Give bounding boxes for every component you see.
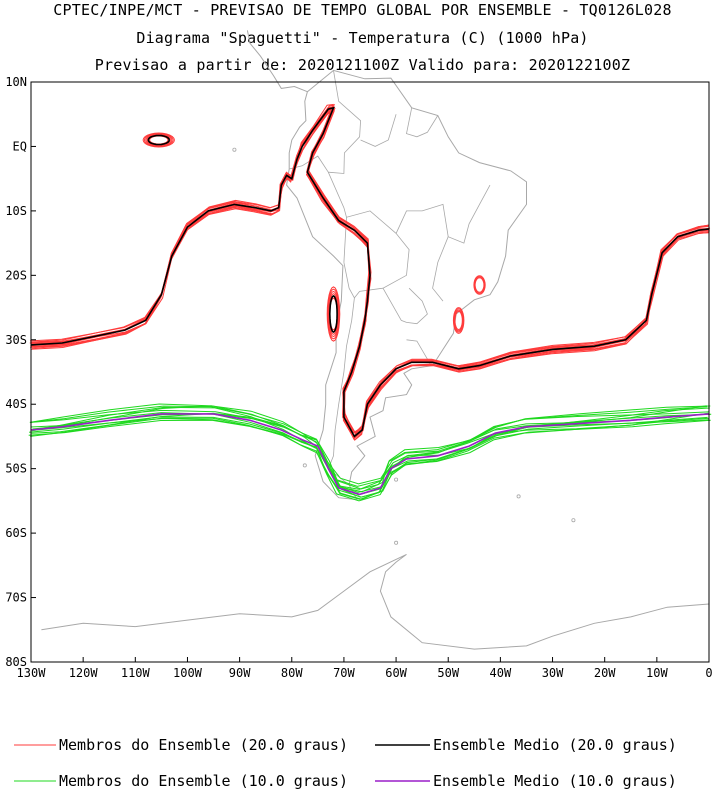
island-outline bbox=[516, 494, 521, 499]
central-america-coastline bbox=[246, 30, 308, 93]
island-outline bbox=[571, 518, 576, 523]
antarctica-coastline bbox=[41, 553, 710, 650]
lon-tick-label: 100W bbox=[173, 666, 203, 680]
ensemble-member-20-contour bbox=[30, 107, 710, 440]
ensemble-member-20-cell bbox=[142, 132, 175, 148]
country-border bbox=[432, 236, 449, 302]
ensemble-member-20-contour bbox=[30, 108, 711, 437]
ensemble-member-10-contour bbox=[30, 413, 707, 496]
country-border bbox=[328, 70, 362, 174]
lat-tick-label: 10S bbox=[5, 204, 27, 218]
ensemble-means bbox=[30, 106, 710, 496]
island-outline bbox=[232, 147, 237, 152]
ensemble-member-10-contour bbox=[32, 405, 707, 493]
ensemble-mean-10-contour bbox=[30, 413, 710, 496]
lon-tick-label: 50W bbox=[437, 666, 459, 680]
lon-tick-label: 40W bbox=[490, 666, 512, 680]
country-border bbox=[395, 184, 491, 244]
coastlines bbox=[41, 30, 710, 650]
legend-label-mean-20: Ensemble Medio (20.0 graus) bbox=[433, 736, 677, 754]
ensemble-member-20-cell bbox=[473, 276, 486, 294]
lon-tick-label: 20W bbox=[594, 666, 616, 680]
lat-tick-label: 30S bbox=[5, 333, 27, 347]
lat-tick-label: 40S bbox=[5, 397, 27, 411]
ensemble-member-10-contour bbox=[29, 416, 708, 498]
country-border bbox=[343, 210, 410, 299]
forecast-validity: Previsao a partir de: 2020121100Z Valido… bbox=[94, 56, 631, 74]
chart-title: CPTEC/INPE/MCT - PREVISAO DE TEMPO GLOBA… bbox=[53, 1, 672, 19]
ensemble-mean-20-cell bbox=[147, 134, 171, 146]
south-america-coastline bbox=[286, 69, 527, 501]
ensemble-mean-20-contour bbox=[30, 106, 710, 438]
lat-tick-label: 60S bbox=[5, 526, 27, 540]
lon-tick-label: 120W bbox=[69, 666, 99, 680]
island-outline bbox=[302, 463, 307, 468]
country-border bbox=[289, 155, 347, 218]
lon-tick-label: 70W bbox=[333, 666, 355, 680]
ensemble-member-20-cell bbox=[143, 133, 174, 147]
country-border bbox=[406, 339, 431, 364]
legend: Membros do Ensemble (20.0 graus) Ensembl… bbox=[14, 736, 677, 790]
ensemble-member-10-contour bbox=[30, 417, 710, 500]
lon-tick-label: 30W bbox=[542, 666, 564, 680]
ensemble-member-20-cell bbox=[452, 307, 465, 334]
island-outline bbox=[394, 477, 399, 482]
lon-tick-label: 0 bbox=[705, 666, 712, 680]
lon-tick-label: 10W bbox=[646, 666, 668, 680]
ensemble-mean-20-cell bbox=[328, 295, 338, 333]
country-border bbox=[382, 287, 428, 325]
lat-tick-label: 80S bbox=[5, 655, 27, 669]
legend-label-members-10: Membros do Ensemble (10.0 graus) bbox=[59, 772, 348, 790]
lon-tick-label: 60W bbox=[385, 666, 407, 680]
country-border bbox=[406, 107, 439, 138]
lat-tick-label: EQ bbox=[13, 139, 27, 153]
ensemble-member-10-contour bbox=[31, 403, 711, 485]
ensemble-member-20-contour bbox=[30, 106, 709, 434]
ensemble-member-20-cell bbox=[474, 277, 485, 293]
lat-tick-label: 20S bbox=[5, 268, 27, 282]
lon-tick-label: 130W bbox=[17, 666, 47, 680]
ensemble-member-20-cell bbox=[453, 308, 464, 333]
country-border bbox=[327, 297, 355, 486]
ensemble-member-20-cell bbox=[453, 309, 464, 332]
lon-tick-label: 110W bbox=[121, 666, 151, 680]
ensemble-member-20-cell bbox=[327, 288, 340, 340]
ensemble-member-20-cell bbox=[473, 275, 486, 295]
ensemble-member-20-contour bbox=[31, 110, 710, 441]
ensemble-member-20-cell bbox=[145, 133, 173, 147]
country-border bbox=[360, 114, 397, 147]
legend-label-members-20: Membros do Ensemble (20.0 graus) bbox=[59, 736, 348, 754]
lat-tick-label: 10N bbox=[5, 75, 27, 89]
island-outline bbox=[394, 540, 399, 545]
lon-tick-label: 80W bbox=[281, 666, 303, 680]
map-frame bbox=[30, 81, 710, 663]
legend-label-mean-10: Ensemble Medio (10.0 graus) bbox=[433, 772, 677, 790]
ensemble-member-20-cell bbox=[326, 286, 341, 342]
lon-tick-label: 90W bbox=[229, 666, 251, 680]
lat-tick-label: 70S bbox=[5, 591, 27, 605]
ensemble-member-10-contour bbox=[32, 417, 710, 498]
lat-tick-label: 50S bbox=[5, 462, 27, 476]
ensemble-member-20-cell bbox=[454, 310, 463, 331]
